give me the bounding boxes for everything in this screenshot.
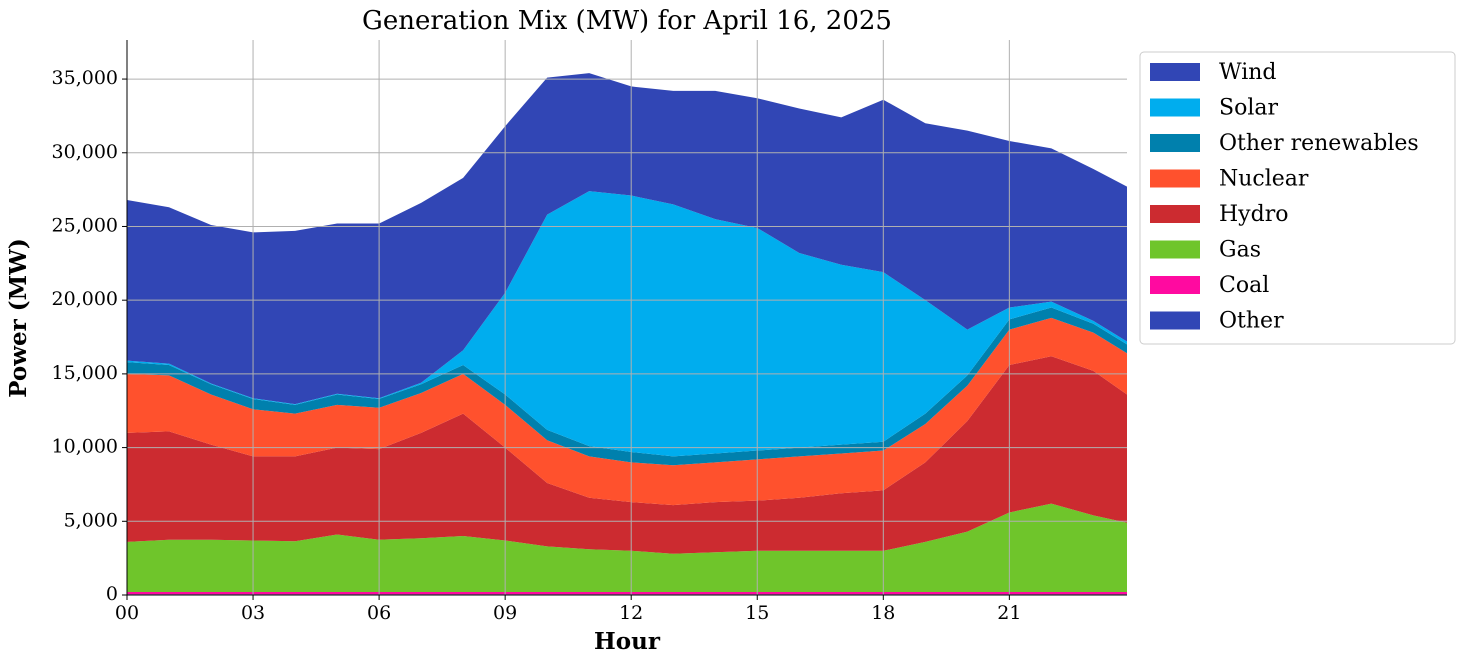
x-axis-label: Hour [594, 628, 661, 655]
legend-label: Other [1219, 309, 1284, 334]
legend-swatch [1150, 240, 1200, 259]
y-tick-label: 30,000 [52, 141, 118, 163]
legend-swatch [1150, 276, 1200, 294]
area [127, 356, 1127, 554]
area [127, 317, 1127, 506]
legend-swatch [1150, 134, 1200, 152]
legend-swatch [1150, 205, 1200, 223]
y-tick-label: 35,000 [52, 67, 118, 89]
x-tick-label: 00 [115, 602, 139, 624]
x-tick-label: 09 [493, 602, 517, 624]
x-tick-label: 18 [871, 602, 895, 624]
y-tick-label: 0 [106, 583, 118, 605]
x-tick-label: 06 [367, 602, 391, 624]
legend-label: Nuclear [1219, 167, 1309, 192]
legend-label: Gas [1219, 238, 1261, 263]
legend-swatch [1150, 311, 1200, 330]
legend-swatch [1150, 98, 1200, 117]
x-tick-label: 21 [997, 602, 1021, 624]
y-axis-label: Power (MW) [5, 238, 32, 398]
y-tick-label: 5,000 [64, 509, 118, 531]
area [127, 307, 1127, 466]
legend-swatch [1150, 63, 1200, 81]
legend-label: Coal [1219, 273, 1269, 298]
legend: Wind Solar Other renewables Nuclear Hydro Gas… [1150, 60, 1419, 334]
legend-label: Other renewables [1219, 131, 1419, 156]
chart-title: Generation Mix (MW) for April 16, 2025 [362, 6, 892, 36]
y-tick-label: 10,000 [52, 436, 118, 458]
x-tick-label: 15 [745, 602, 769, 624]
x-tick-label: 03 [241, 602, 265, 624]
area [127, 191, 1127, 457]
y-tick-label: 25,000 [52, 214, 118, 236]
legend-label: Solar [1219, 96, 1278, 121]
areas [127, 73, 1127, 595]
legend-swatch [1150, 169, 1200, 188]
y-tick-label: 15,000 [52, 362, 118, 384]
area [127, 503, 1127, 593]
area [127, 592, 1127, 595]
legend-label: Wind [1219, 60, 1277, 85]
legend-box [1139, 51, 1456, 345]
x-tick-label: 12 [619, 602, 643, 624]
y-tick-label: 20,000 [52, 288, 118, 310]
area [127, 73, 1127, 405]
legend-label: Hydro [1219, 202, 1288, 227]
